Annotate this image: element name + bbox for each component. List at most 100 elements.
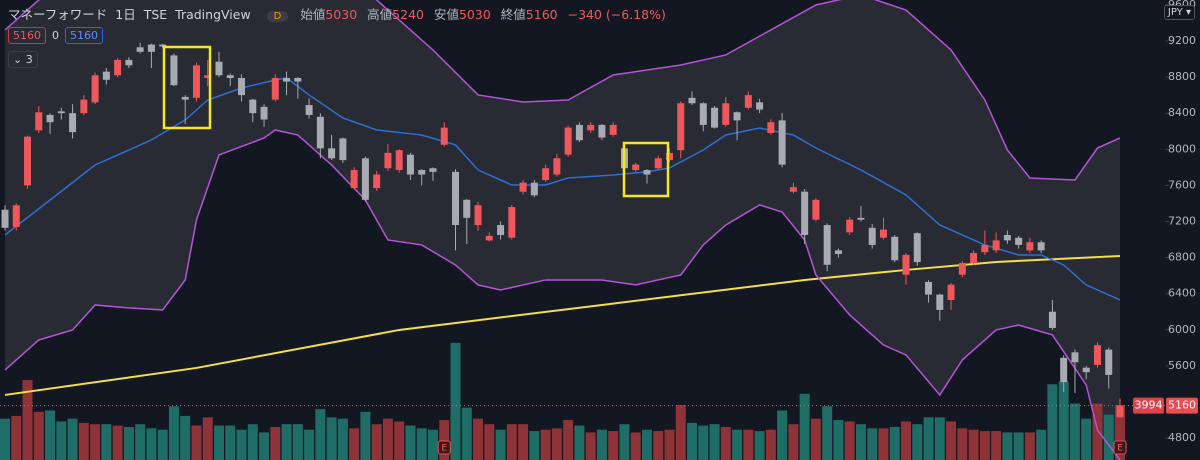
price-axis: 9600920088008400800076007200680064006000… [1133,0,1198,444]
input-box[interactable]: 5160 [65,27,103,44]
volume-bar [1092,403,1103,460]
candle-body [981,244,989,253]
volume-bar [315,409,326,460]
volume-bar [1103,414,1114,460]
volume-tag-label: 3994 [1135,399,1163,412]
candle-body [744,95,752,108]
volume-bar [619,424,630,460]
volume-bar [720,426,731,460]
volume-bar [506,424,517,460]
volume-bar [202,417,213,460]
volume-bar [123,426,134,460]
candle-body [756,102,764,110]
price-tag [1166,397,1198,414]
volume-bar [67,418,78,460]
volume-bar [135,424,146,460]
candle-body [305,105,313,115]
volume-bar [281,424,292,460]
candle-body [733,112,741,121]
candle-body [12,205,20,227]
volume-bar [146,428,157,460]
candle-body [857,217,865,220]
change: −340 (−6.18%) [567,7,666,22]
candle-body [542,168,550,180]
volume-bar [901,421,912,460]
ohlc-value: 5030 [325,7,358,22]
candle-body [339,138,347,161]
volume-bar [495,429,506,460]
collapse-row: ⌄ 3 [8,51,38,68]
y-tick-label: 8400 [1168,106,1196,119]
candle-body [992,240,1000,251]
volume-bar [1069,403,1080,460]
volume-bar [56,421,67,460]
input-box[interactable]: 5160 [8,27,46,44]
input-value: 0 [52,29,59,42]
volume-bar [427,429,438,460]
volume-bar [371,424,382,460]
volume-bar [844,421,855,460]
volume-bar [574,425,585,460]
candle-body [1003,235,1011,241]
candle-body [530,182,538,196]
volume-bar [112,425,123,460]
source: TradingView [175,7,251,22]
candle-body [564,127,572,155]
candle-body [452,171,460,226]
currency: JPY [1167,7,1183,18]
candle-body [204,75,212,78]
candle-body [102,71,110,80]
earnings-label: E [1117,444,1123,454]
candle-body [350,170,358,189]
candle-body [665,152,673,161]
badge[interactable]: D [266,11,289,22]
highlight-box [162,45,212,130]
currency-button[interactable]: JPY ▾ [1163,5,1195,20]
volume-bar [292,424,303,460]
ohlc-label: 安値 [433,7,459,22]
volume-bar [337,418,348,460]
volume-bar [698,425,709,460]
volume-bar [664,429,675,460]
volume-bar [912,424,923,460]
volume-bar [709,424,720,460]
candle-body [1105,349,1113,375]
candle-body [778,120,786,165]
volume-bar [968,429,979,460]
volume-bar [213,425,224,460]
ohlc-label: 高値 [367,7,393,22]
candle-body [114,59,122,76]
volume-bar [304,429,315,460]
volume-bar [788,424,799,460]
candle-body [722,103,730,125]
candle-body [789,187,797,192]
candle-body [1,209,9,228]
volume-bar [675,404,686,460]
volume-bar [270,426,281,460]
volume-bar [641,429,652,460]
ohlc-label: 始値 [300,7,326,22]
candle-body [159,44,167,47]
y-tick-label: 7600 [1168,178,1196,191]
volume-bar [833,420,844,460]
candle-body [801,191,809,236]
volume-bar [157,429,168,460]
candle-body [463,199,471,218]
volume-bar [22,380,33,460]
inputs-row: 5160 0 5160 [8,27,103,44]
volume-bar [33,411,44,460]
volume-bar [946,421,957,460]
volume-bar [754,431,765,460]
candle-body [1093,345,1101,365]
candle-body [1116,405,1124,418]
indicator-line [4,254,1121,396]
candle-body [57,111,65,114]
volume-bar [450,342,461,460]
legend-header: マネーフォワード 1日 TSE TradingView D 始値5030 高値5… [8,4,672,23]
collapse-button[interactable]: ⌄ 3 [8,51,38,68]
volume-tag [1133,397,1164,414]
candle-body [35,112,43,131]
candle-body [925,281,933,295]
candle-body [485,235,493,241]
